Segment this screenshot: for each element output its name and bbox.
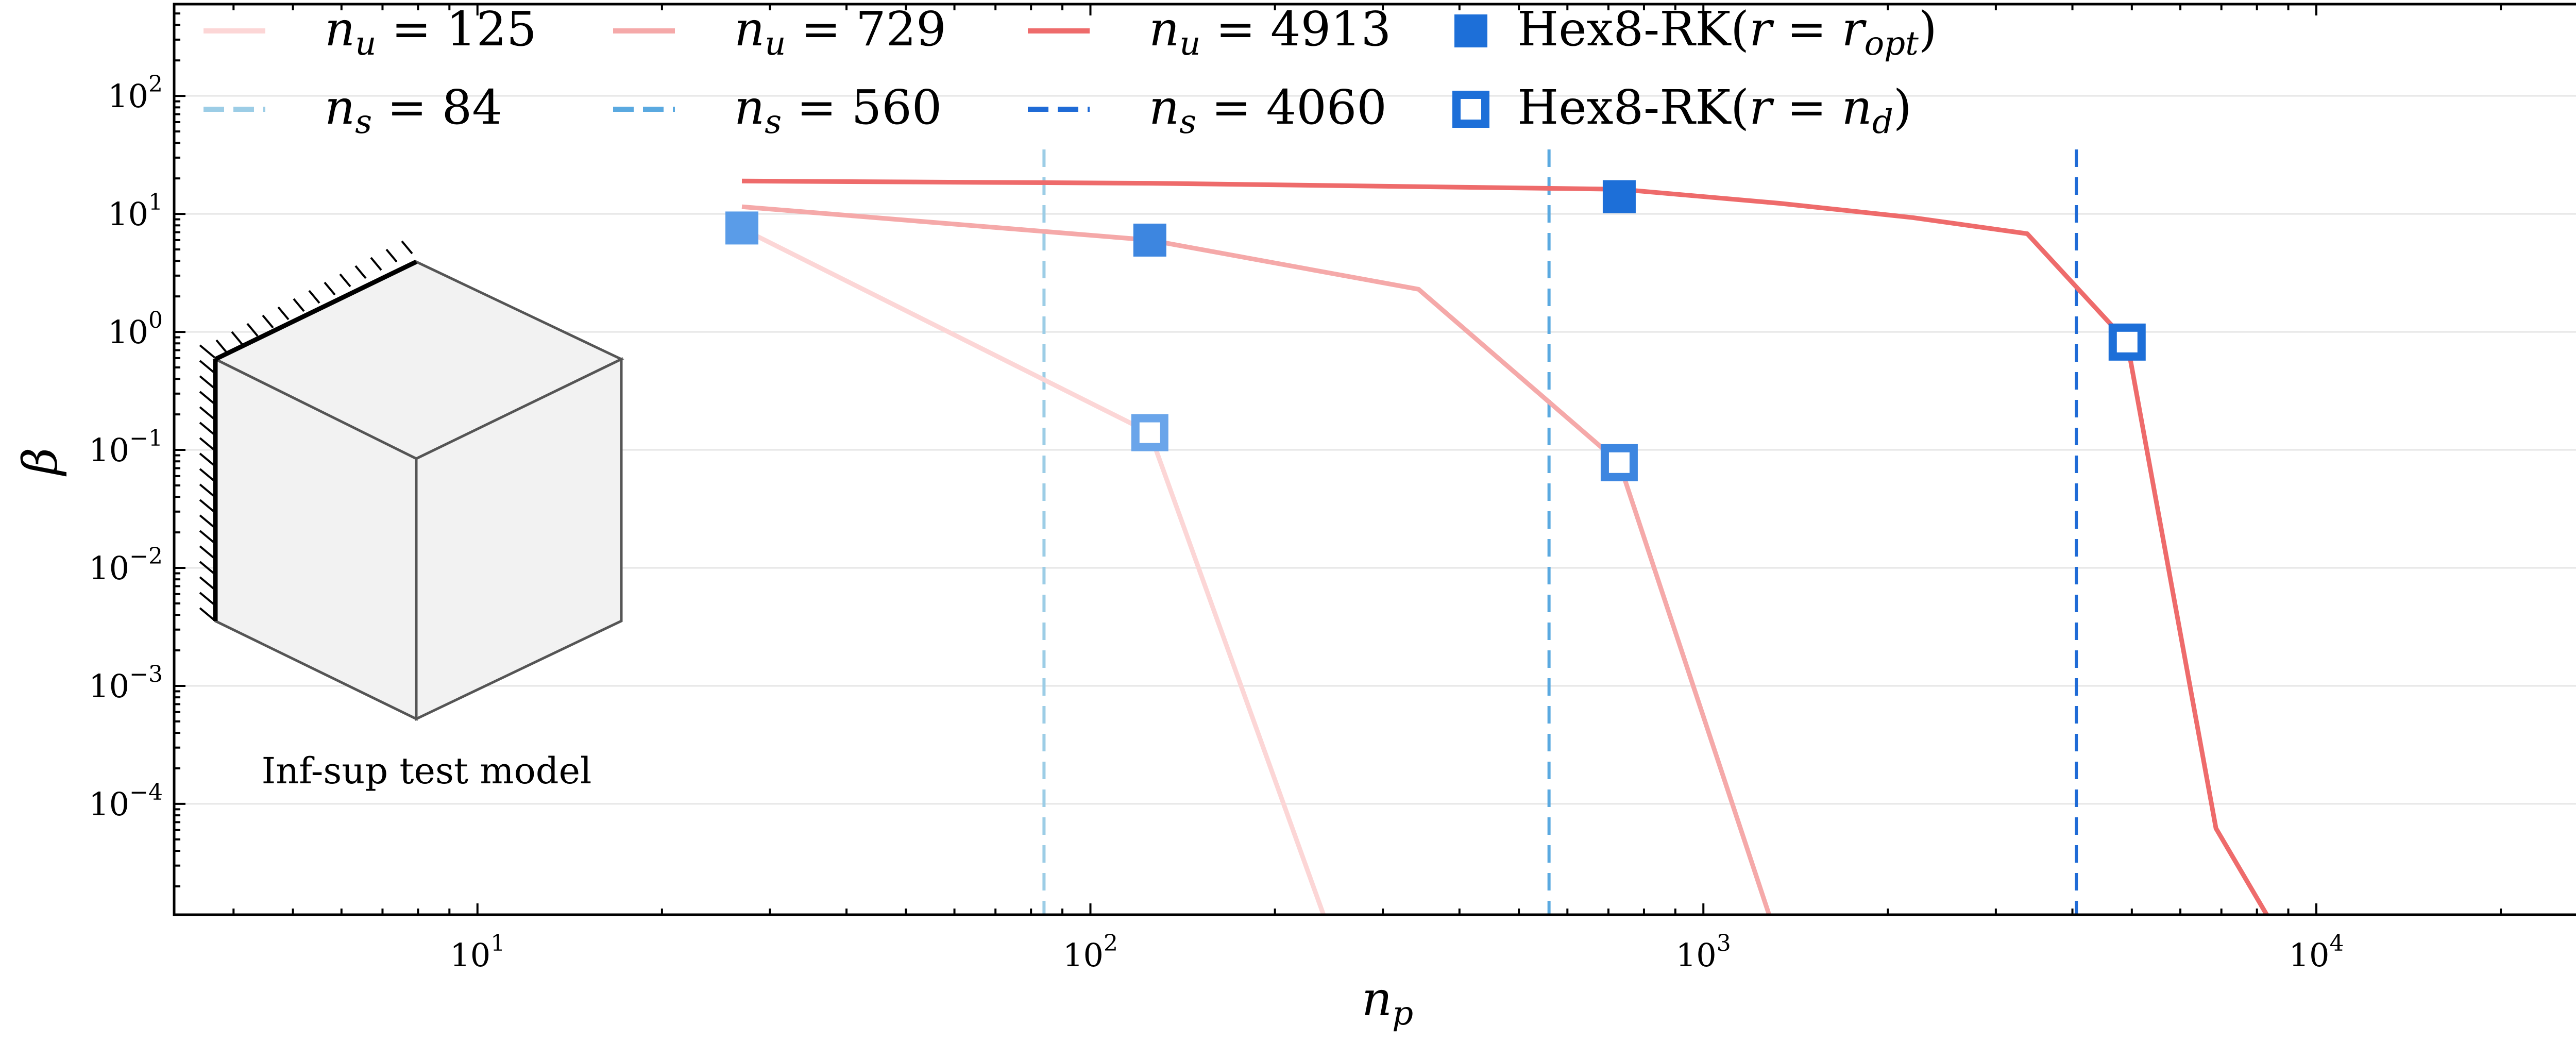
x-tick-label-0: 101 [450,930,505,974]
series-line-1 [741,204,1772,915]
y-tick-label-5: 101 [108,189,163,233]
inset-label: Inf-sup test model [262,750,592,792]
vertical-reference-lines [1042,149,2078,915]
legend-label-ns-1: ns = 560 [734,80,942,141]
marker-filled-2 [1602,180,1636,213]
y-tick-label-6: 102 [108,71,163,115]
y-axis-ticks: 10−4 10−3 10−2 10−1 100 101 102 [89,3,185,887]
x-axis-ticks: 101 102 103 104 [232,4,2502,974]
y-tick-label-0: 10−4 [89,779,163,823]
legend-marker-filled [1454,14,1487,47]
marker-open-1 [1600,444,1638,481]
legend-label-ns-0: ns = 84 [325,80,502,141]
inf-sup-test-model-inset: Inf-sup test model [199,240,624,792]
legend-marker-open [1452,91,1489,128]
marker-filled-0 [725,211,758,245]
legend-label-marker-0: Hex8-RK(r = ropt) [1517,2,1937,63]
x-tick-label-1: 102 [1063,930,1118,974]
marker-open-2 [2108,323,2146,361]
data-markers [725,180,2146,481]
y-axis-label: β [13,447,68,476]
cube-fixed-edge-top [214,259,417,362]
y-tick-label-4: 100 [108,307,163,351]
y-axis-label-text: β [13,447,68,476]
y-tick-label-1: 10−3 [89,661,163,705]
y-tick-label-2: 10−2 [89,543,163,587]
legend-label-marker-1: Hex8-RK(r = nd) [1517,80,1912,141]
x-tick-label-3: 104 [2289,930,2344,974]
x-axis-label: np [1362,971,1413,1033]
series-lines [740,178,2269,915]
x-axis-label-text: np [1362,971,1413,1033]
marker-open-0 [1131,414,1168,451]
legend-label-ns-2: ns = 4060 [1149,80,1387,141]
y-tick-label-3: 10−1 [89,425,163,469]
legend-label-nu-1: nu = 729 [734,2,946,63]
legend-label-nu-2: nu = 4913 [1149,2,1391,63]
series-line-2 [741,178,2269,915]
legend: nu = 125 nu = 729 nu = 4913 ns = 84 ns = 560… [204,2,1937,141]
x-tick-label-2: 103 [1676,930,1731,974]
legend-label-nu-0: nu = 125 [325,2,537,63]
marker-filled-1 [1133,223,1166,257]
hatch-marks [199,240,413,622]
cube-right-face [415,357,623,721]
